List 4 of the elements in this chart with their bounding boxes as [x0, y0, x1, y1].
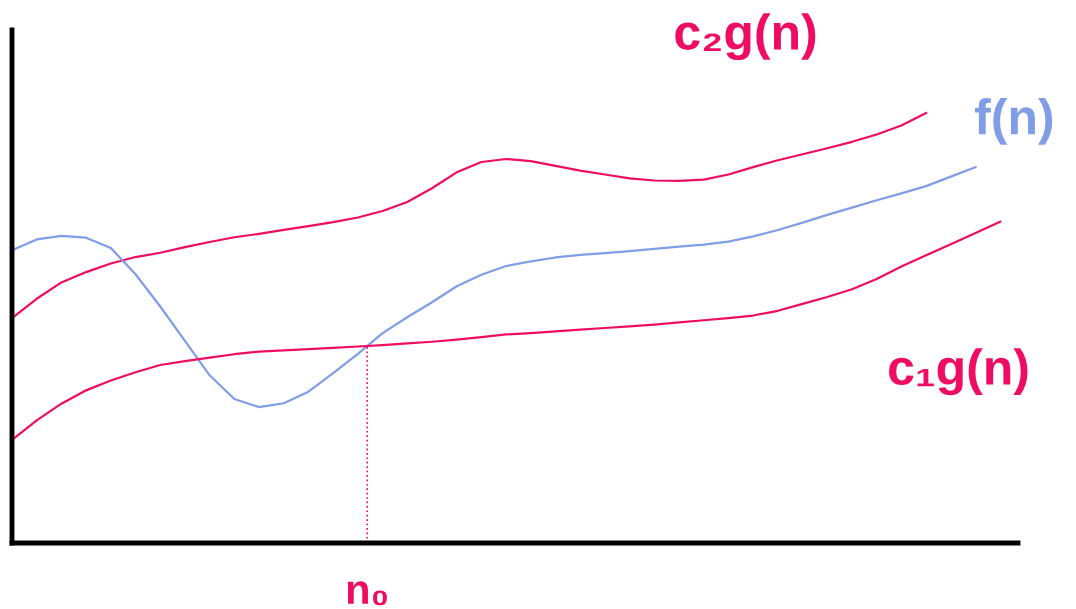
text: n₀ — [347, 581, 387, 606]
series-label: c₂g(n) — [675, 13, 816, 61]
series-label: f(n) — [975, 98, 1053, 145]
series-label: c₁g(n) — [889, 348, 1028, 396]
